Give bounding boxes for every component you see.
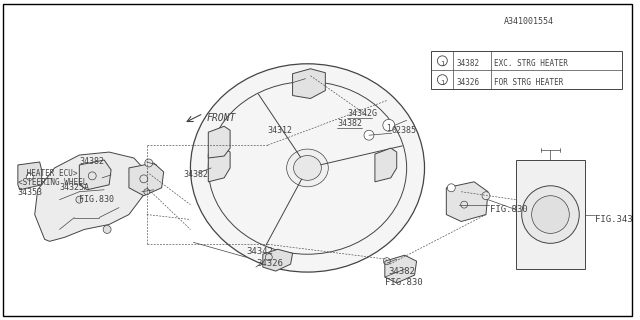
Ellipse shape xyxy=(522,186,579,243)
Circle shape xyxy=(103,226,111,233)
Polygon shape xyxy=(292,69,325,99)
Text: FIG.830: FIG.830 xyxy=(385,278,422,287)
Ellipse shape xyxy=(287,149,328,187)
Text: FIG.830: FIG.830 xyxy=(490,205,527,214)
Polygon shape xyxy=(18,162,42,190)
Circle shape xyxy=(76,196,83,203)
Polygon shape xyxy=(375,148,397,182)
Text: EXC. STRG HEATER: EXC. STRG HEATER xyxy=(494,59,568,68)
Circle shape xyxy=(144,189,150,195)
Polygon shape xyxy=(516,160,585,269)
Text: 1: 1 xyxy=(440,80,445,86)
Text: FOR STRG HEATER: FOR STRG HEATER xyxy=(494,78,563,87)
Circle shape xyxy=(437,75,447,84)
Circle shape xyxy=(145,159,153,167)
Text: 34382: 34382 xyxy=(184,170,209,180)
Circle shape xyxy=(482,192,490,200)
Text: 34342: 34342 xyxy=(246,247,273,256)
Polygon shape xyxy=(208,126,230,158)
Text: 34382: 34382 xyxy=(337,119,362,128)
Text: 34326: 34326 xyxy=(256,259,283,268)
Circle shape xyxy=(383,119,395,131)
Ellipse shape xyxy=(208,82,406,254)
Text: 34353: 34353 xyxy=(18,188,43,197)
Polygon shape xyxy=(385,255,417,283)
Polygon shape xyxy=(79,160,111,190)
Text: 1: 1 xyxy=(387,124,391,133)
Text: FIG.830: FIG.830 xyxy=(79,195,115,204)
Text: 34382: 34382 xyxy=(388,267,415,276)
Text: FIG.343: FIG.343 xyxy=(595,215,633,224)
Text: 1: 1 xyxy=(440,61,445,67)
Polygon shape xyxy=(129,163,164,196)
Ellipse shape xyxy=(191,64,424,272)
Ellipse shape xyxy=(532,196,570,233)
Text: A341001554: A341001554 xyxy=(504,17,554,26)
Text: <STEERING WHEEL: <STEERING WHEEL xyxy=(18,178,87,187)
Circle shape xyxy=(437,56,447,66)
Polygon shape xyxy=(263,249,292,271)
Circle shape xyxy=(447,184,455,192)
Text: FRONT: FRONT xyxy=(206,113,236,123)
Circle shape xyxy=(364,130,374,140)
Ellipse shape xyxy=(294,156,321,180)
Polygon shape xyxy=(446,182,488,221)
Polygon shape xyxy=(431,51,622,89)
Circle shape xyxy=(26,173,33,180)
Polygon shape xyxy=(35,152,147,241)
Text: HEATER ECU>: HEATER ECU> xyxy=(22,169,77,178)
Text: 34312: 34312 xyxy=(268,126,292,135)
Text: 02385: 02385 xyxy=(392,126,417,135)
Text: 34342G: 34342G xyxy=(347,109,377,118)
Polygon shape xyxy=(208,148,230,182)
Text: 34382: 34382 xyxy=(79,157,104,166)
Text: 34326: 34326 xyxy=(456,78,479,87)
Text: 34382: 34382 xyxy=(456,59,479,68)
Text: 34325A: 34325A xyxy=(60,183,90,192)
